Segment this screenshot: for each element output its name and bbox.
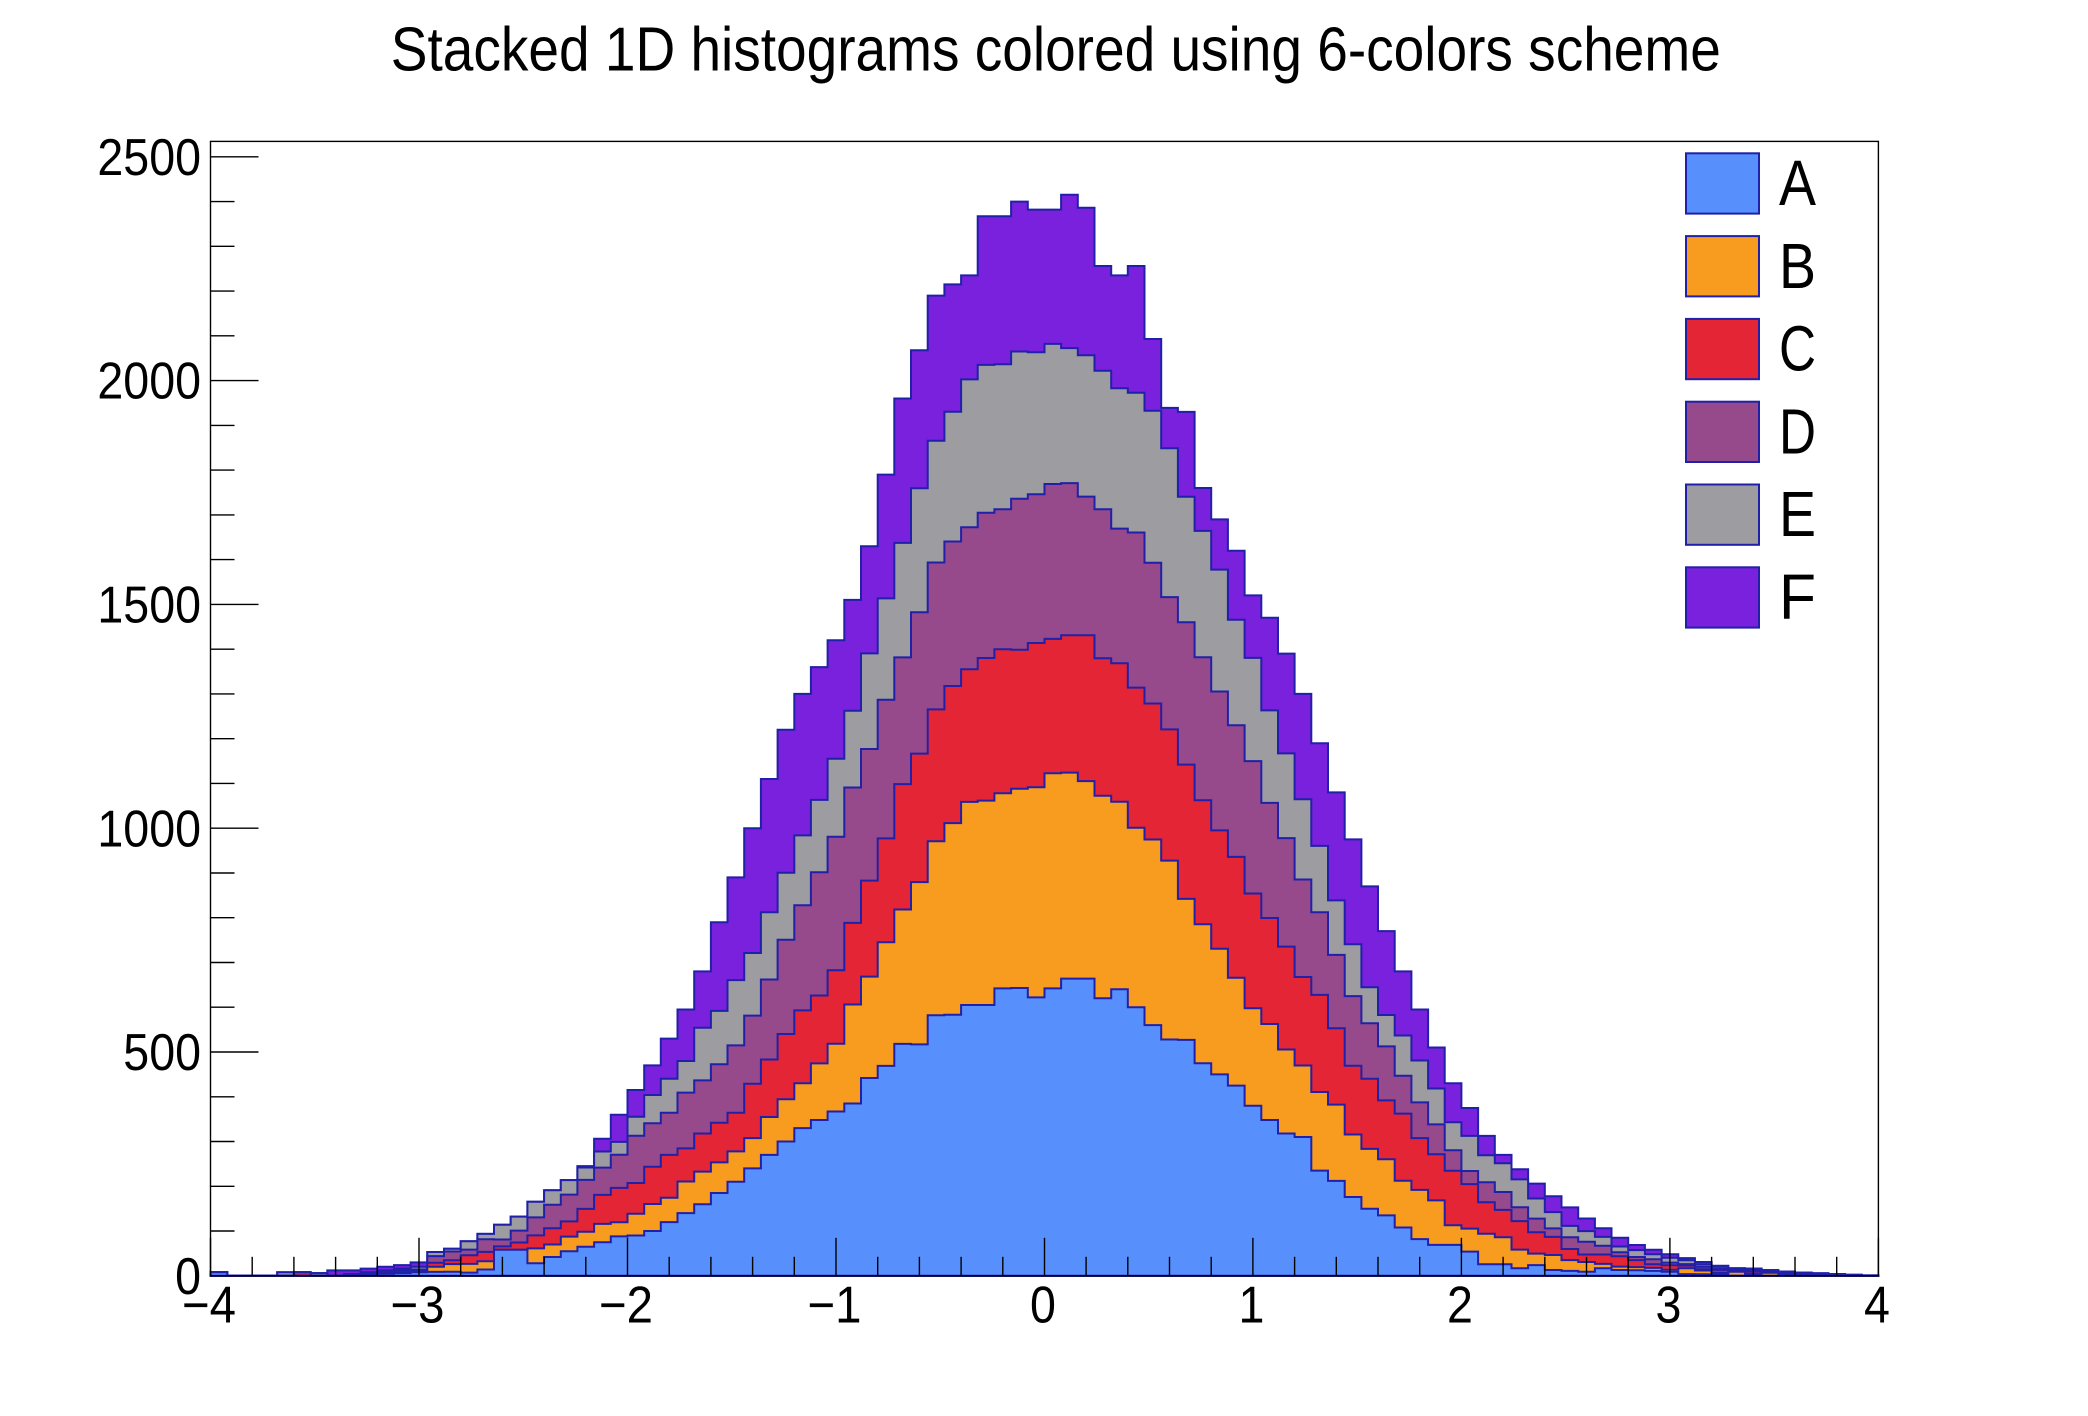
svg-text:Stacked 1D histograms colored: Stacked 1D histograms colored using 6-co… xyxy=(391,15,1721,85)
svg-text:A: A xyxy=(1779,147,1816,219)
svg-text:B: B xyxy=(1779,230,1816,302)
svg-text:D: D xyxy=(1779,395,1816,467)
svg-text:500: 500 xyxy=(123,1024,201,1082)
svg-text:1: 1 xyxy=(1238,1277,1264,1335)
svg-text:−3: −3 xyxy=(391,1277,445,1335)
svg-text:1000: 1000 xyxy=(97,800,201,858)
svg-text:F: F xyxy=(1779,561,1816,633)
svg-text:−4: −4 xyxy=(182,1277,236,1335)
svg-text:C: C xyxy=(1779,313,1816,385)
svg-text:4: 4 xyxy=(1864,1277,1890,1335)
svg-text:0: 0 xyxy=(1030,1277,1056,1335)
svg-text:E: E xyxy=(1779,478,1816,550)
svg-text:0: 0 xyxy=(175,1248,201,1306)
svg-text:2500: 2500 xyxy=(97,129,201,187)
svg-text:2000: 2000 xyxy=(97,353,201,411)
svg-text:1500: 1500 xyxy=(97,577,201,635)
svg-text:2: 2 xyxy=(1447,1277,1473,1335)
svg-text:−1: −1 xyxy=(808,1277,862,1335)
svg-text:3: 3 xyxy=(1655,1277,1681,1335)
svg-text:−2: −2 xyxy=(599,1277,653,1335)
